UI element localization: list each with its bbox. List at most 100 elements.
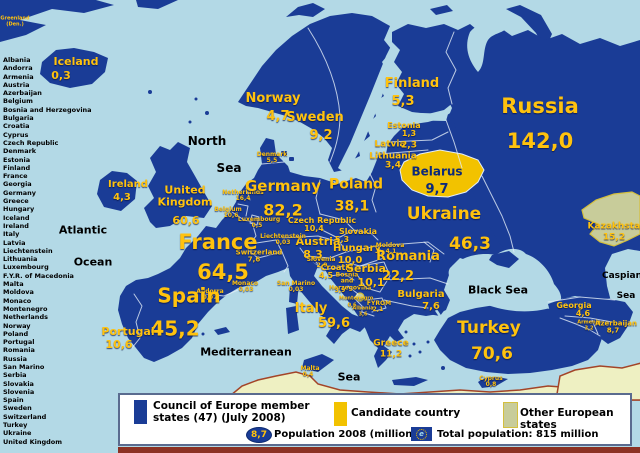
country-list-item: United Kingdom: [3, 437, 63, 446]
country-label-monaco: Monaco: [231, 279, 259, 287]
shape-greenland-2: [136, 0, 178, 9]
country-value-turkey: 70,6: [471, 344, 513, 365]
country-value-latvia: 2,3: [401, 140, 417, 151]
country-label-romania: Romania: [376, 249, 440, 265]
country-label-poland: Poland: [328, 176, 384, 193]
country-value-luxembourg: 0,5: [251, 221, 263, 229]
shape-great-britain: [144, 142, 212, 228]
gulf-of-bothnia: [338, 44, 396, 172]
candidate-swatch: [334, 402, 347, 426]
country-value-iceland: 0,3: [51, 69, 71, 83]
sea-label-north: North: [187, 134, 227, 148]
shape-thrace: [424, 302, 446, 316]
country-value-romania: 22,2: [381, 269, 415, 285]
country-value-austria: 8,3: [303, 248, 323, 262]
country-list-item: Albania: [3, 56, 31, 64]
country-value-greece: 11,2: [379, 349, 403, 360]
country-value-estonia: 1,3: [401, 128, 417, 138]
country-label-spain: Spain: [157, 283, 221, 308]
population-label: Population 2008 (million): [274, 429, 417, 440]
country-value-denmark: 5,5: [266, 156, 278, 164]
country-label-slovakia: Slovakia: [338, 226, 378, 236]
country-label-latvia: Latvia: [374, 139, 406, 150]
country-label-kazakhstan: Kazakhstan: [587, 221, 640, 232]
country-list-item: Turkey: [3, 421, 28, 430]
country-value-poland: 38,1: [334, 198, 370, 215]
sea-label-med_sea: Sea: [337, 370, 361, 384]
country-label-ireland: Ireland: [108, 178, 148, 190]
country-value-italy: 59,6: [317, 316, 351, 332]
country-label-malta: Malta: [300, 364, 320, 372]
country-list-item: Russia: [3, 354, 27, 363]
country-list-item: Luxembourg: [3, 263, 49, 272]
shape-cyprus: [478, 376, 508, 388]
country-list-item: France: [3, 172, 28, 181]
country-label-denmark: Denmark: [256, 150, 288, 158]
country-list-item: San Marino: [3, 362, 45, 371]
country-list-item: Greece: [3, 197, 29, 206]
shape-corsica: [289, 283, 299, 304]
country-label-slovenia: Slovenia: [306, 255, 336, 263]
shape-greenland: [0, 0, 114, 42]
country-list-item: Belgium: [3, 97, 33, 106]
country-value-malta: 0,4: [302, 370, 314, 378]
country-label-portugal: Portugal: [101, 325, 155, 339]
country-list-item: Spain: [3, 396, 24, 405]
country-value-moldova: 4,1: [385, 247, 397, 255]
country-value-sanmarino: 0,03: [288, 285, 304, 293]
black-sea: [448, 248, 562, 312]
country-list-item: Portugal: [3, 338, 35, 347]
country-label-finland: Finland: [384, 76, 440, 92]
sea-label-ocean: Ocean: [73, 255, 113, 269]
country-list-item: Hungary: [3, 205, 35, 214]
country-list-item: Iceland: [3, 213, 30, 222]
gulf-of-finland: [396, 112, 448, 121]
country-list-item: Montenegro: [3, 304, 48, 313]
shape-iceland: [40, 48, 108, 88]
country-list-item: Serbia: [3, 371, 27, 380]
territory-label-greenland: Greenland (Den.): [0, 15, 30, 27]
shape-crimea: [489, 251, 519, 268]
country-list-item: Italy: [3, 230, 20, 239]
country-list-item: Germany: [3, 188, 36, 197]
shape-scandinavia: [238, 13, 392, 172]
country-list-item: Estonia: [3, 155, 31, 164]
country-list-item: Ireland: [3, 221, 29, 230]
country-label-sanmarino: San Marino: [276, 279, 316, 287]
country-label-netherlands: Netherlands: [222, 188, 264, 196]
country-label-azerbaijan: Azerbaijan: [595, 319, 637, 328]
country-list-item: Lithuania: [3, 255, 38, 264]
country-value-norway: 4,7: [266, 109, 290, 125]
country-value-slovakia: 5,3: [334, 234, 350, 244]
shape-finland: [392, 24, 460, 114]
country-list-item: Monaco: [3, 296, 32, 305]
country-list-item: Ukraine: [3, 429, 32, 438]
country-label-ukraine: Ukraine: [406, 204, 482, 225]
country-label-austria: Austria: [295, 235, 341, 249]
legend: Council of Europe member states (47) (Ju…: [118, 393, 632, 446]
country-value-bosnia: 3,9: [334, 286, 346, 294]
country-list-item: Switzerland: [3, 412, 47, 421]
country-value-kazakhstan: 15,2: [602, 232, 626, 243]
country-value-netherlands: 16,4: [235, 194, 251, 202]
country-label-croatia: Croatia: [320, 262, 354, 272]
country-label-fyrom: FYROM: [366, 299, 392, 307]
country-label-estonia: Estonia: [387, 120, 421, 130]
country-list-item: Azerbaijan: [3, 89, 42, 98]
sea-label-north_sea: Sea: [216, 161, 242, 175]
country-value-fyrom: 2,1: [372, 305, 384, 313]
country-value-ireland: 4,3: [113, 191, 131, 203]
country-value-switzerland: 7,6: [247, 255, 261, 264]
country-value-monaco: 0,03: [238, 285, 254, 293]
sea-label-caspian: Caspian: [601, 271, 640, 281]
country-list: Albania Andorra Armenia Austria Azerbaijan Be…: [3, 56, 115, 446]
country-label-serbia: Serbia: [346, 262, 386, 276]
country-list-item: Sweden: [3, 404, 32, 413]
country-value-montenegro: 0,6: [347, 302, 357, 309]
shape-svalbard: [286, 3, 325, 17]
country-list-item: Denmark: [3, 147, 37, 156]
country-list-item: Netherlands: [3, 313, 48, 322]
country-value-uk: 60,6: [172, 214, 200, 228]
country-list-item: Georgia: [3, 180, 32, 189]
country-list-item: Croatia: [3, 122, 30, 131]
